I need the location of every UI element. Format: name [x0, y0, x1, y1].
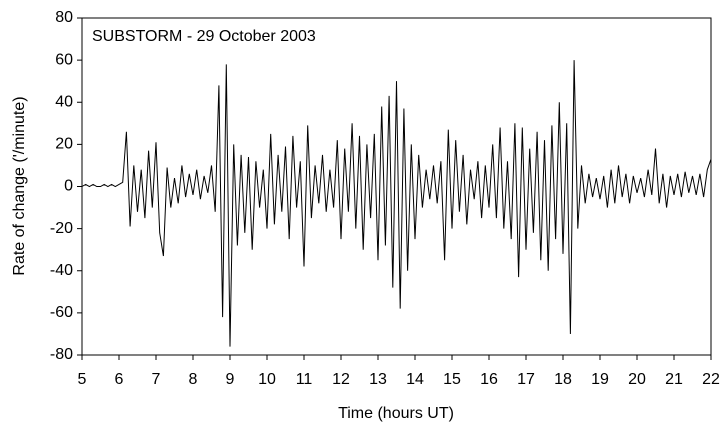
x-tick-label: 20 [628, 371, 646, 388]
y-tick-label: 0 [64, 178, 73, 195]
x-tick-label: 13 [369, 371, 387, 388]
x-tick-label: 5 [78, 371, 87, 388]
y-tick-label: 80 [55, 9, 73, 26]
x-tick-label: 6 [115, 371, 124, 388]
y-tick-label: -20 [50, 220, 73, 237]
x-tick-label: 15 [443, 371, 461, 388]
x-tick-label: 22 [702, 371, 720, 388]
y-tick-label: -80 [50, 346, 73, 363]
data-line [81, 60, 712, 347]
chart-title: SUBSTORM - 29 October 2003 [92, 28, 316, 45]
y-axis-title: Rate of change ('/minute) [11, 96, 28, 275]
x-tick-label: 17 [517, 371, 535, 388]
x-tick-label: 9 [226, 371, 235, 388]
y-tick-label: -40 [50, 262, 73, 279]
x-tick-label: 18 [554, 371, 572, 388]
x-tick-label: 7 [152, 371, 161, 388]
x-tick-label: 21 [665, 371, 683, 388]
x-tick-label: 10 [258, 371, 276, 388]
x-tick-label: 19 [591, 371, 609, 388]
y-tick-label: 20 [55, 136, 73, 153]
y-tick-label: -60 [50, 304, 73, 321]
x-tick-label: 14 [406, 371, 424, 388]
x-tick-label: 16 [480, 371, 498, 388]
x-tick-label: 12 [332, 371, 350, 388]
x-axis-title: Time (hours UT) [338, 405, 454, 422]
x-tick-label: 11 [296, 371, 313, 388]
y-tick-label: 40 [55, 93, 73, 110]
x-tick-label: 8 [189, 371, 198, 388]
y-tick-label: 60 [55, 51, 73, 68]
